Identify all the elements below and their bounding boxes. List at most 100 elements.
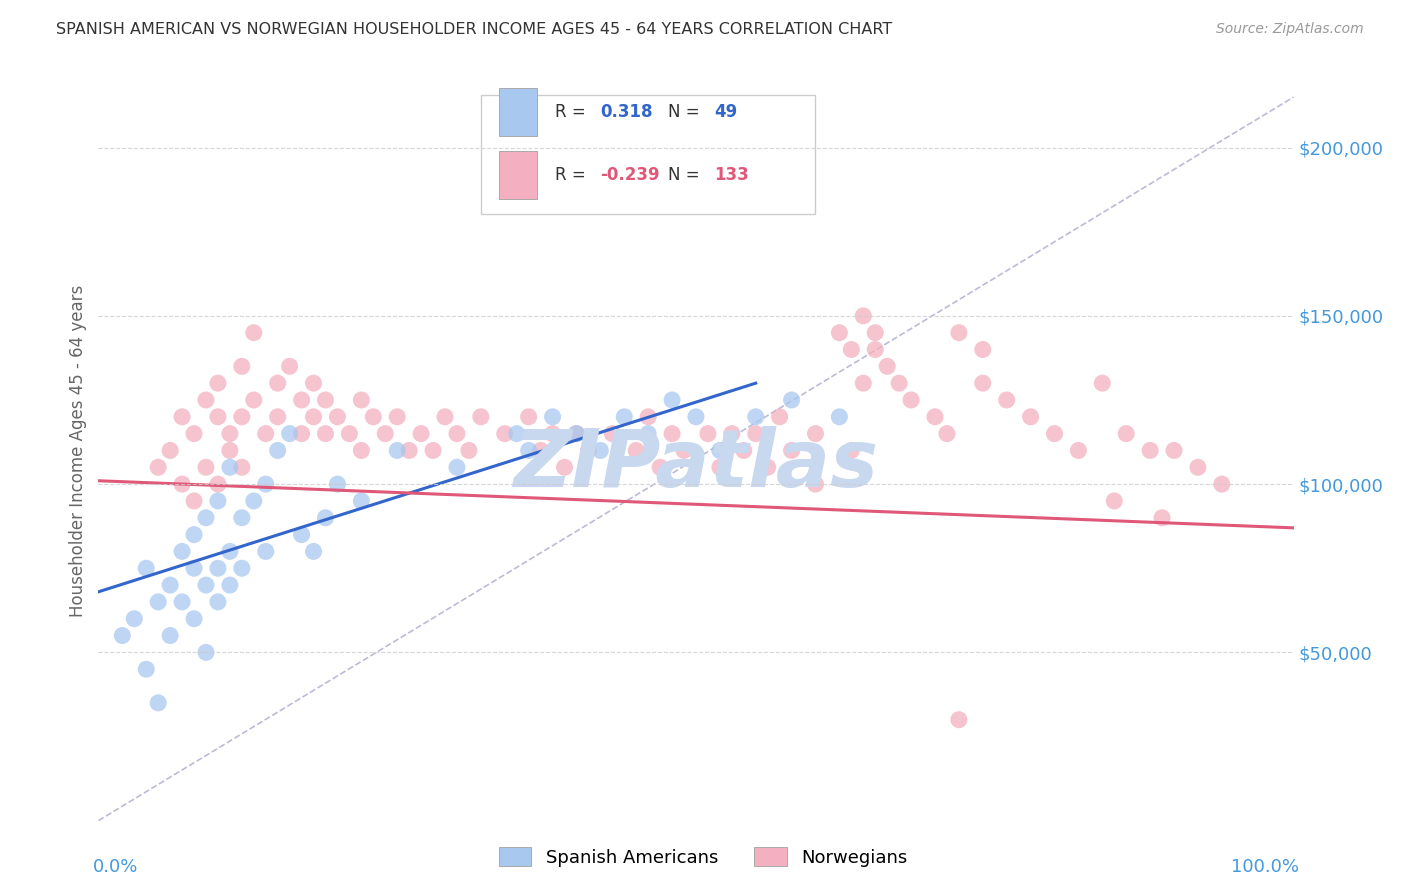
Point [302,409,325,424]
Point [219,460,242,475]
Point [326,477,349,491]
Point [350,392,373,407]
Point [841,443,863,458]
Point [243,326,266,340]
Point [745,426,768,441]
Point [254,426,277,441]
Point [828,326,851,340]
Text: Source: ZipAtlas.com: Source: ZipAtlas.com [1216,22,1364,37]
Point [852,309,875,323]
Text: R =: R = [555,166,591,184]
Point [326,409,349,424]
Point [852,376,875,391]
Point [745,409,768,424]
Point [517,409,540,424]
Point [709,460,731,475]
Text: N =: N = [668,103,706,120]
Point [936,426,959,441]
Point [159,628,181,642]
Point [195,392,218,407]
Point [1019,409,1042,424]
Point [267,409,290,424]
Point [172,544,194,558]
Point [721,426,744,441]
Point [637,426,659,441]
Point [602,426,624,441]
Point [183,426,205,441]
Point [470,409,492,424]
Point [172,477,194,491]
Point [972,376,994,391]
Point [446,426,468,441]
Point [385,443,409,458]
Point [876,359,898,374]
Point [207,409,229,424]
Point [302,544,325,558]
Point [219,443,242,458]
Point [207,376,229,391]
Point [159,443,181,458]
Legend: Spanish Americans, Norwegians: Spanish Americans, Norwegians [492,840,914,874]
Point [219,544,242,558]
Text: 0.0%: 0.0% [93,858,138,876]
Point [648,460,672,475]
Point [995,392,1018,407]
Point [315,426,337,441]
Point [494,426,516,441]
Point [756,460,779,475]
Text: 100.0%: 100.0% [1232,858,1299,876]
Point [172,409,194,424]
Point [219,578,242,592]
Point [291,527,314,541]
Point [841,343,863,357]
Point [207,494,229,508]
Point [195,578,218,592]
Point [972,343,994,357]
Point [578,443,600,458]
Point [207,595,229,609]
Point [231,510,253,524]
Text: 0.318: 0.318 [600,103,652,120]
Point [315,510,337,524]
Point [709,443,731,458]
Point [398,443,420,458]
Text: -0.239: -0.239 [600,166,659,184]
Point [278,359,301,374]
Point [434,409,457,424]
Point [804,477,827,491]
Point [195,460,218,475]
FancyBboxPatch shape [499,87,537,136]
Point [183,561,205,575]
Point [589,443,612,458]
Point [135,561,157,575]
Point [900,392,922,407]
Point [207,477,229,491]
Point [385,409,409,424]
Point [948,713,970,727]
Point [697,426,720,441]
Point [231,561,253,575]
Point [172,595,194,609]
FancyBboxPatch shape [481,95,815,213]
Point [302,376,325,391]
Point [865,326,887,340]
Point [565,426,588,441]
Point [363,409,385,424]
Point [768,409,790,424]
Text: SPANISH AMERICAN VS NORWEGIAN HOUSEHOLDER INCOME AGES 45 - 64 YEARS CORRELATION : SPANISH AMERICAN VS NORWEGIAN HOUSEHOLDE… [56,22,893,37]
FancyBboxPatch shape [499,151,537,199]
Point [889,376,911,391]
Point [278,426,301,441]
Point [780,443,803,458]
Point [350,443,373,458]
Point [148,460,170,475]
Point [135,662,157,676]
Point [231,460,253,475]
Point [865,343,887,357]
Point [195,510,218,524]
Point [267,443,290,458]
Point [565,426,588,441]
Point [124,612,146,626]
Text: ZIPatlas: ZIPatlas [513,426,879,504]
Point [159,578,181,592]
